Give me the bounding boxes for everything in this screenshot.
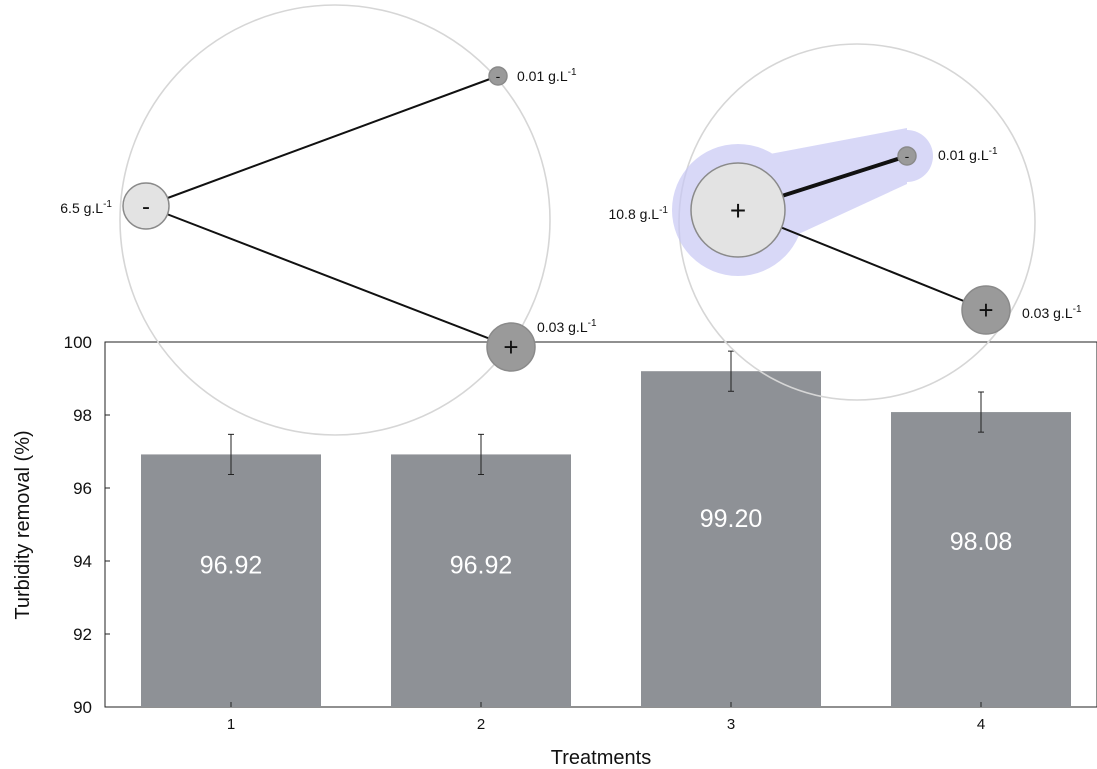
node-concentration-label: 0.01 g.L-1 (517, 67, 577, 84)
bar-value-label-4: 98.08 (950, 528, 1013, 556)
node-sign: - (905, 148, 910, 164)
bar-value-labels: 96.92 96.92 99.20 98.08 (200, 505, 1013, 580)
diagram-node-1 (122, 182, 170, 230)
node-concentration-label: 10.8 g.L-1 (608, 205, 668, 222)
x-tick-label-4: 4 (977, 716, 985, 733)
node-concentration-label: 6.5 g.L-1 (60, 199, 112, 216)
y-tick-label-100: 100 (64, 333, 92, 352)
node-sign: + (730, 195, 746, 226)
node-concentration-label: 0.01 g.L-1 (938, 146, 998, 163)
node-sign: - (142, 193, 150, 220)
y-tick-label-90: 90 (73, 698, 92, 717)
diagram-ring (119, 4, 551, 436)
x-tick-label-3: 3 (727, 716, 735, 733)
network-diagrams: -6.5 g.L-1- 0.01 g.L-1+0.03 g.L-1+10.8 g.… (60, 4, 1082, 436)
bar-4 (891, 412, 1071, 707)
diagram-node-3 (961, 285, 1011, 335)
node-sign: + (978, 295, 993, 325)
x-axis-ticks: 1 2 3 4 (227, 702, 985, 733)
diagram-node-2 (897, 146, 917, 166)
diagram-node-3 (486, 322, 536, 372)
y-tick-label-94: 94 (73, 552, 92, 571)
node-sign: - (496, 68, 501, 84)
network-diagram-2: +10.8 g.L-1 - 0.01 g.L-1 + 0.03 g.L-1 (608, 43, 1082, 401)
diagram-node-1 (690, 162, 786, 258)
y-tick-label-98: 98 (73, 406, 92, 425)
y-axis-title: Turbidity removal (%) (12, 430, 34, 619)
bar-1 (141, 454, 321, 707)
x-axis-title: Treatments (551, 747, 651, 769)
network-diagram-1: -6.5 g.L-1- 0.01 g.L-1+0.03 g.L-1 (60, 4, 597, 436)
bar-value-label-2: 96.92 (450, 552, 513, 580)
node-sign: + (503, 332, 518, 362)
diagram-edge-2 (145, 205, 512, 348)
x-tick-label-1: 1 (227, 716, 235, 733)
y-tick-label-96: 96 (73, 479, 92, 498)
y-tick-label-92: 92 (73, 625, 92, 644)
bar-3 (641, 371, 821, 707)
diagram-edge-1 (145, 75, 499, 207)
x-tick-label-2: 2 (477, 716, 485, 733)
bar-value-label-1: 96.92 (200, 552, 263, 580)
node-concentration-label: 0.03 g.L-1 (537, 318, 597, 335)
bar-value-label-3: 99.20 (700, 505, 763, 533)
bars-group (141, 371, 1071, 707)
y-axis-ticks: 90 92 94 96 98 100 (64, 333, 110, 717)
diagram-node-2 (488, 66, 508, 86)
node-concentration-label: 0.03 g.L-1 (1022, 304, 1082, 321)
bar-2 (391, 454, 571, 707)
plot-frame (104, 341, 1097, 708)
error-bars-group (228, 350, 984, 475)
